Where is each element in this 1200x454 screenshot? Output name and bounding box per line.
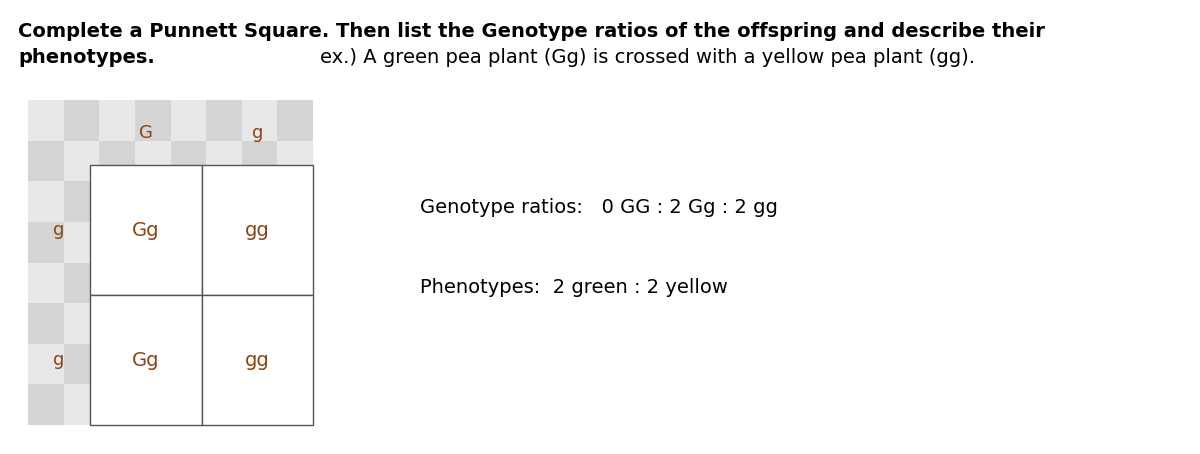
Bar (134, 141, 170, 181)
Bar (134, 181, 170, 222)
Bar (202, 295, 313, 425)
Bar (100, 100, 134, 141)
Bar (170, 100, 206, 141)
Bar (100, 303, 134, 344)
Bar (64, 181, 100, 222)
Bar (28, 344, 64, 385)
Bar (241, 141, 277, 181)
Bar (64, 100, 100, 141)
Bar (206, 262, 241, 303)
Text: Gg: Gg (132, 350, 160, 370)
Bar (206, 141, 241, 181)
Bar (241, 222, 277, 262)
Bar (100, 222, 134, 262)
Bar (134, 100, 170, 141)
Bar (134, 262, 170, 303)
Bar (28, 100, 64, 141)
Bar (134, 222, 170, 262)
Bar (277, 344, 313, 385)
Bar (206, 181, 241, 222)
Bar (241, 385, 277, 425)
Bar (100, 141, 134, 181)
Bar (90, 165, 202, 295)
Text: phenotypes.: phenotypes. (18, 48, 155, 67)
Bar (241, 100, 277, 141)
Bar (277, 303, 313, 344)
Text: g: g (53, 221, 65, 239)
Bar (202, 165, 313, 295)
Text: g: g (252, 123, 263, 142)
Bar (64, 222, 100, 262)
Bar (170, 303, 206, 344)
Bar (170, 222, 206, 262)
Bar (28, 181, 64, 222)
Text: g: g (53, 351, 65, 369)
Bar (241, 303, 277, 344)
Bar (64, 262, 100, 303)
Bar (241, 262, 277, 303)
Bar (64, 141, 100, 181)
Bar (277, 262, 313, 303)
Bar (170, 262, 206, 303)
Bar (206, 344, 241, 385)
Bar (134, 385, 170, 425)
Bar (206, 100, 241, 141)
Text: Phenotypes:  2 green : 2 yellow: Phenotypes: 2 green : 2 yellow (420, 278, 728, 297)
Bar (277, 100, 313, 141)
Bar (277, 222, 313, 262)
Bar (28, 385, 64, 425)
Text: gg: gg (245, 350, 270, 370)
Bar (170, 141, 206, 181)
Bar (90, 295, 202, 425)
Bar (241, 344, 277, 385)
Bar (277, 181, 313, 222)
Bar (28, 303, 64, 344)
Bar (277, 141, 313, 181)
Text: gg: gg (245, 221, 270, 240)
Text: ex.) A green pea plant (Gg) is crossed with a yellow pea plant (gg).: ex.) A green pea plant (Gg) is crossed w… (320, 48, 974, 67)
Bar (241, 181, 277, 222)
Text: Genotype ratios:   0 GG : 2 Gg : 2 gg: Genotype ratios: 0 GG : 2 Gg : 2 gg (420, 198, 778, 217)
Text: Complete a Punnett Square. Then list the Genotype ratios of the offspring and de: Complete a Punnett Square. Then list the… (18, 22, 1045, 41)
Bar (170, 344, 206, 385)
Text: Gg: Gg (132, 221, 160, 240)
Bar (100, 262, 134, 303)
Bar (64, 385, 100, 425)
Text: G: G (139, 123, 152, 142)
Bar (170, 385, 206, 425)
Bar (64, 303, 100, 344)
Bar (206, 303, 241, 344)
Bar (100, 181, 134, 222)
Bar (28, 141, 64, 181)
Bar (100, 344, 134, 385)
Bar (134, 303, 170, 344)
Bar (206, 385, 241, 425)
Bar (28, 222, 64, 262)
Bar (277, 385, 313, 425)
Bar (100, 385, 134, 425)
Bar (64, 344, 100, 385)
Bar (170, 181, 206, 222)
Bar (206, 222, 241, 262)
Bar (134, 344, 170, 385)
Bar (28, 262, 64, 303)
